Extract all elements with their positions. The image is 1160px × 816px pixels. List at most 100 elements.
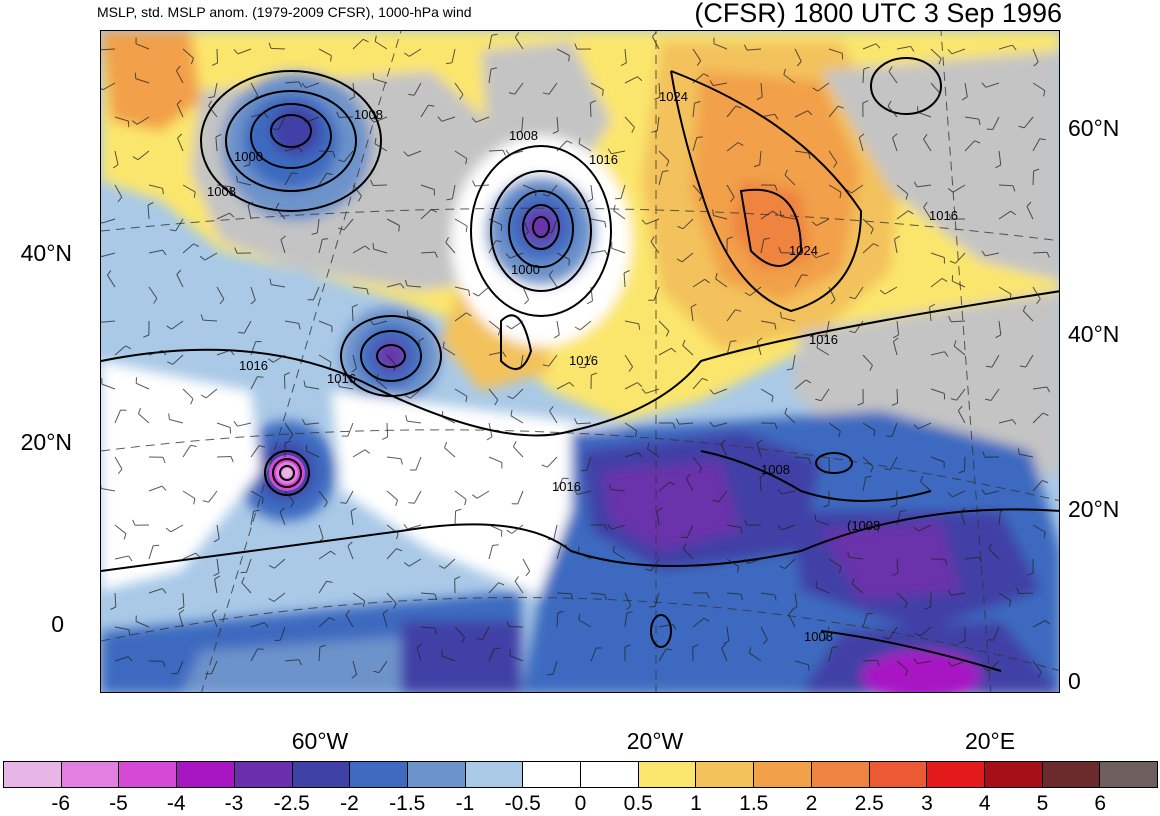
colorbar-swatch bbox=[812, 762, 870, 787]
colorbar-swatch bbox=[523, 762, 581, 787]
wind-barb-flag bbox=[399, 226, 400, 232]
contour-label: 1024 bbox=[659, 89, 688, 104]
wind-barb-flag bbox=[561, 545, 567, 546]
colorbar-label: 1.5 bbox=[739, 792, 768, 816]
colorbar-label: 6 bbox=[1094, 792, 1106, 816]
colorbar-swatch bbox=[985, 762, 1043, 787]
map-title-left: MSLP, std. MSLP anom. (1979-2009 CFSR), … bbox=[97, 4, 472, 20]
wind-barb-flag bbox=[663, 171, 669, 172]
lat-label-left-40N: 40°N bbox=[0, 240, 72, 267]
colorbar-label: 4 bbox=[979, 792, 991, 816]
colorbar-swatch bbox=[1043, 762, 1101, 787]
wind-barb bbox=[319, 151, 333, 152]
hurricane-core-inner bbox=[282, 468, 292, 478]
colorbar-swatch bbox=[1100, 762, 1157, 787]
wind-barb bbox=[217, 49, 218, 63]
contour-label: 1000 bbox=[511, 262, 540, 277]
lat-label-right-40N: 40°N bbox=[1068, 321, 1119, 348]
contour-label: 1000 bbox=[234, 149, 263, 164]
colorbar-label: 5 bbox=[1037, 792, 1049, 816]
wind-barb-flag bbox=[169, 414, 170, 420]
wind-barb bbox=[999, 185, 1013, 186]
colorbar-label: 1 bbox=[690, 792, 702, 816]
colorbar-swatch bbox=[119, 762, 177, 787]
colorbar-label: -2 bbox=[340, 792, 359, 816]
wind-barb-flag bbox=[547, 674, 553, 675]
colorbar-swatch bbox=[177, 762, 235, 787]
wind-barb-flag bbox=[273, 129, 279, 130]
lon-label-20E: 20°E bbox=[965, 728, 1015, 755]
colorbar-swatch bbox=[293, 762, 351, 787]
wind-barb-flag bbox=[258, 649, 264, 650]
colorbar-swatch bbox=[4, 762, 62, 787]
lon-label-60W: 60°W bbox=[292, 728, 349, 755]
contour-label: 1016 bbox=[327, 371, 356, 386]
wind-barb bbox=[964, 457, 965, 471]
lon-label-20W: 20°W bbox=[627, 728, 684, 755]
colorbar-swatch bbox=[927, 762, 985, 787]
wind-barb bbox=[271, 48, 285, 49]
colorbar-swatch bbox=[870, 762, 928, 787]
wind-barb-flag bbox=[578, 547, 579, 553]
contour-label: 1008 bbox=[354, 107, 383, 122]
colorbar-label: -5 bbox=[109, 792, 128, 816]
wind-barb-flag bbox=[373, 243, 374, 249]
colorbar-label: -1.5 bbox=[389, 792, 425, 816]
colorbar-swatch bbox=[696, 762, 754, 787]
colorbar bbox=[3, 761, 1158, 788]
contour-label: 1016 bbox=[569, 353, 598, 368]
colorbar-label: 2.5 bbox=[855, 792, 884, 816]
colorbar-swatch bbox=[408, 762, 466, 787]
colorbar-swatch bbox=[754, 762, 812, 787]
lat-label-right-60N: 60°N bbox=[1068, 115, 1119, 142]
contour-label: 1016 bbox=[552, 479, 581, 494]
colorbar-label: -6 bbox=[51, 792, 70, 816]
wind-barb-flag bbox=[731, 341, 737, 342]
anomaly-map: 1008 1000 1008 1008 1016 1024 1024 1016 … bbox=[101, 31, 1060, 693]
wind-barb bbox=[1033, 171, 1034, 185]
lat-label-left-0: 0 bbox=[0, 611, 64, 638]
wind-barb-flag bbox=[257, 377, 263, 378]
wind-barb-flag bbox=[713, 210, 714, 216]
colorbar-label: 0.5 bbox=[624, 792, 653, 816]
contour-label: 1016 bbox=[929, 208, 958, 223]
lat-label-right-20N: 20°N bbox=[1068, 496, 1119, 523]
contour-label: 1016 bbox=[809, 332, 838, 347]
wind-barb-flag bbox=[809, 665, 810, 671]
colorbar-swatch bbox=[581, 762, 639, 787]
wind-barb-flag bbox=[408, 503, 414, 504]
wind-barb bbox=[284, 375, 285, 389]
wind-barb-flag bbox=[615, 198, 621, 199]
colorbar-label: 2 bbox=[806, 792, 818, 816]
wind-barb-flag bbox=[649, 607, 655, 608]
wind-barb-flag bbox=[493, 545, 499, 546]
wind-barb-flag bbox=[331, 56, 332, 62]
colorbar-label: -2.5 bbox=[274, 792, 310, 816]
wind-barb bbox=[590, 103, 591, 117]
colorbar-label: -0.5 bbox=[505, 792, 541, 816]
wind-barb bbox=[352, 307, 353, 321]
wind-barb bbox=[897, 491, 898, 505]
colorbar-label: -4 bbox=[167, 792, 186, 816]
wind-barb-flag bbox=[340, 503, 346, 504]
wind-barb bbox=[1019, 593, 1033, 594]
wind-barb-flag bbox=[569, 259, 570, 265]
wind-barb bbox=[897, 389, 898, 403]
wind-barb-flag bbox=[569, 56, 570, 62]
wind-barb-flag bbox=[987, 129, 993, 130]
colorbar-label: -3 bbox=[225, 792, 244, 816]
map-plot: 1008 1000 1008 1008 1016 1024 1024 1016 … bbox=[100, 30, 1060, 693]
wind-barb bbox=[373, 185, 387, 186]
contour-label: 1008 bbox=[804, 629, 833, 644]
colorbar-swatch bbox=[466, 762, 524, 787]
colorbar-swatch bbox=[62, 762, 120, 787]
wind-barb bbox=[557, 593, 571, 594]
map-title-right: (CFSR) 1800 UTC 3 Sep 1996 bbox=[694, 0, 1062, 29]
colorbar-label: -1 bbox=[456, 792, 475, 816]
wind-barb-flag bbox=[477, 639, 483, 640]
colorbar-label: 3 bbox=[921, 792, 933, 816]
colorbar-swatch bbox=[235, 762, 293, 787]
wind-barb bbox=[951, 321, 965, 322]
wind-barb-flag bbox=[885, 469, 891, 470]
